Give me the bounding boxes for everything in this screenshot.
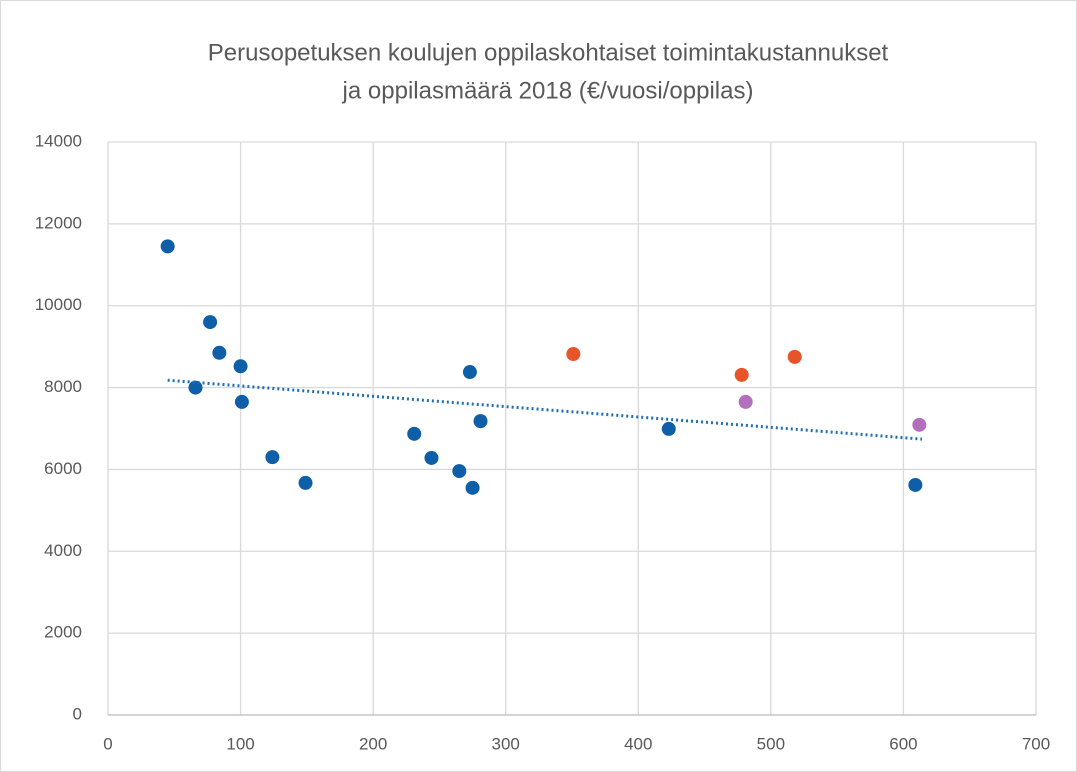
y-tick-label: 0: [73, 704, 82, 723]
data-point: [298, 475, 313, 490]
data-point: [203, 315, 218, 330]
data-point: [738, 394, 753, 409]
x-tick-label: 500: [757, 734, 785, 753]
y-tick-label: 6000: [44, 459, 82, 478]
y-tick-label: 14000: [35, 131, 82, 150]
x-tick-label: 100: [226, 734, 254, 753]
data-point: [452, 464, 467, 479]
y-tick-label: 12000: [35, 213, 82, 232]
data-point: [265, 450, 280, 465]
data-point: [160, 239, 175, 254]
x-tick-label: 300: [492, 734, 520, 753]
x-tick-label: 600: [889, 734, 917, 753]
y-tick-label: 2000: [44, 623, 82, 642]
data-point: [566, 347, 581, 362]
data-point: [787, 349, 802, 364]
x-tick-label: 0: [103, 734, 112, 753]
data-point: [212, 345, 227, 360]
chart-title: Perusopetuksen koulujen oppilaskohtaiset…: [208, 39, 889, 66]
data-point: [473, 414, 488, 429]
data-point: [465, 480, 480, 495]
data-point: [908, 477, 923, 492]
data-point: [912, 417, 927, 432]
y-tick-label: 8000: [44, 377, 82, 396]
y-tick-label: 4000: [44, 541, 82, 560]
data-point: [661, 421, 676, 436]
x-tick-label: 700: [1022, 734, 1050, 753]
x-tick-label: 200: [359, 734, 387, 753]
data-point: [234, 394, 249, 409]
data-point: [233, 359, 248, 374]
data-point: [424, 450, 439, 465]
data-point: [188, 380, 203, 395]
trendline: [167, 378, 923, 441]
y-tick-label: 10000: [35, 295, 82, 314]
data-point: [407, 426, 422, 441]
data-point: [734, 367, 749, 382]
x-tick-label: 400: [624, 734, 652, 753]
chart-title: ja oppilasmäärä 2018 (€/vuosi/oppilas): [342, 77, 754, 104]
data-point: [462, 365, 477, 380]
